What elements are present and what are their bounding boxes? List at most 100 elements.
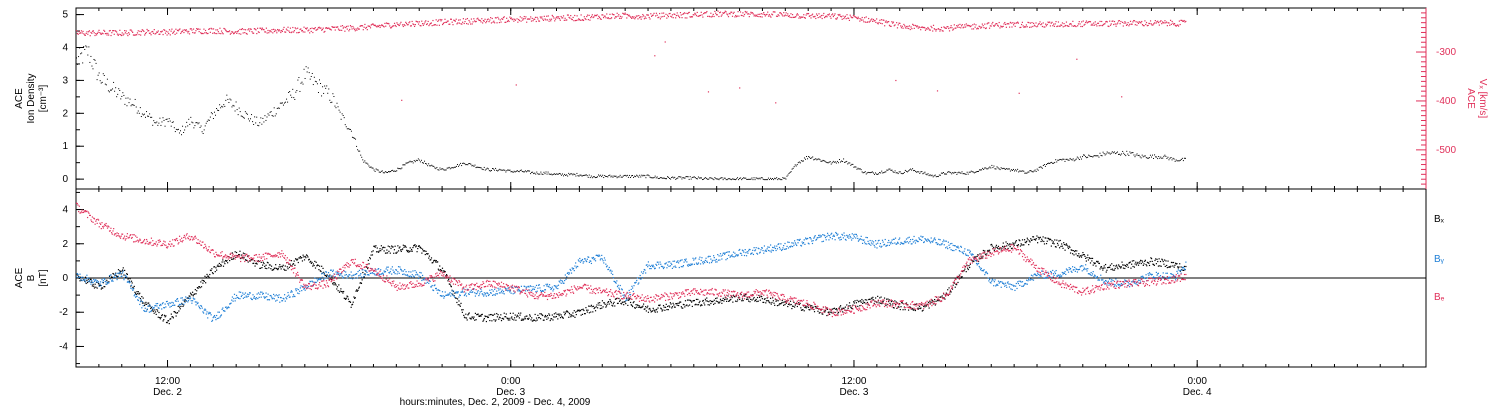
vx-point bbox=[417, 21, 419, 23]
Bx-point bbox=[759, 299, 761, 301]
Bx-point bbox=[569, 314, 571, 316]
Bx-point bbox=[1122, 267, 1125, 269]
Bx-point bbox=[1027, 239, 1029, 241]
Bx-point bbox=[1057, 244, 1059, 246]
vx-point bbox=[638, 17, 641, 19]
Bx-point bbox=[251, 259, 253, 261]
Bx-point bbox=[875, 297, 877, 299]
By-point bbox=[386, 266, 388, 268]
Bx-point bbox=[1093, 262, 1095, 264]
Bx-point bbox=[877, 295, 879, 297]
By-point bbox=[187, 301, 189, 303]
vx-point bbox=[705, 12, 707, 14]
density-point bbox=[521, 170, 523, 172]
density-point bbox=[617, 176, 619, 178]
vx-point bbox=[820, 14, 822, 17]
vx-point bbox=[481, 18, 483, 20]
By-point bbox=[167, 303, 169, 305]
vx-point bbox=[686, 17, 688, 19]
Bx-point bbox=[178, 310, 180, 312]
density-point bbox=[726, 179, 728, 181]
vx-point bbox=[317, 28, 319, 30]
vx-point bbox=[329, 28, 331, 30]
density-point bbox=[1084, 154, 1086, 156]
vx-point bbox=[798, 17, 800, 19]
vx-point bbox=[559, 19, 561, 21]
vx-point bbox=[1045, 23, 1047, 25]
density-point bbox=[621, 176, 623, 178]
vx-point bbox=[544, 18, 546, 20]
Bx-point bbox=[811, 307, 814, 309]
density-point bbox=[1068, 159, 1070, 161]
density-point bbox=[718, 179, 720, 181]
vx-point bbox=[668, 13, 670, 15]
Bx-point bbox=[1021, 239, 1024, 241]
Bx-point bbox=[192, 291, 194, 293]
vx-point bbox=[1037, 25, 1039, 27]
vx-point bbox=[976, 28, 978, 30]
Bx-point bbox=[214, 271, 216, 273]
Bx-point bbox=[257, 260, 260, 262]
density-point bbox=[914, 169, 916, 171]
Bx-point bbox=[929, 301, 931, 303]
density-point bbox=[708, 178, 710, 180]
density-point bbox=[755, 177, 757, 179]
vx-point bbox=[565, 19, 567, 21]
density-point bbox=[1176, 160, 1178, 162]
vx-point bbox=[944, 27, 947, 29]
density-point bbox=[1018, 171, 1020, 173]
vx-point bbox=[872, 18, 875, 21]
Bx-point bbox=[634, 307, 636, 309]
vx-point bbox=[337, 28, 340, 30]
Bx-point bbox=[637, 304, 639, 307]
Bx-point bbox=[1061, 243, 1063, 245]
vx-point bbox=[240, 28, 243, 31]
Bx-point bbox=[298, 257, 300, 259]
Bx-point bbox=[88, 280, 90, 283]
vx-point bbox=[693, 14, 695, 16]
By-point bbox=[113, 276, 115, 278]
density-point bbox=[512, 171, 514, 173]
By-point bbox=[97, 281, 100, 283]
vx-point bbox=[205, 32, 207, 34]
Bx-point bbox=[508, 317, 510, 319]
Bx-point bbox=[667, 305, 669, 308]
By-point bbox=[166, 300, 168, 303]
Bx-point bbox=[719, 301, 721, 303]
density-point bbox=[775, 178, 777, 180]
density-point bbox=[587, 176, 589, 178]
density-point bbox=[489, 170, 491, 172]
Bx-point bbox=[661, 310, 663, 312]
density-point bbox=[184, 129, 186, 131]
density-point bbox=[725, 179, 727, 181]
Bx-point bbox=[921, 310, 923, 312]
Bx-point bbox=[770, 303, 772, 305]
Bx-point bbox=[614, 305, 616, 307]
vx-point bbox=[730, 11, 732, 13]
Bx-point bbox=[478, 315, 480, 317]
vx-point bbox=[868, 17, 870, 20]
By-point bbox=[292, 296, 294, 298]
density-point bbox=[434, 167, 436, 169]
density-point bbox=[585, 174, 587, 176]
Bx-point bbox=[357, 289, 359, 291]
By-point bbox=[292, 294, 295, 296]
Bx-point bbox=[207, 275, 209, 277]
Bx-point bbox=[651, 310, 653, 312]
Bx-point bbox=[497, 314, 499, 316]
Bx-point bbox=[728, 300, 730, 302]
vx-point bbox=[881, 23, 883, 25]
Bx-point bbox=[709, 300, 711, 302]
vx-point bbox=[598, 16, 601, 19]
density-point bbox=[394, 170, 396, 172]
density-point bbox=[732, 178, 734, 180]
density-point bbox=[999, 169, 1001, 171]
By-point bbox=[137, 299, 139, 302]
By-point bbox=[176, 298, 179, 300]
vx-point bbox=[1091, 23, 1093, 25]
vx-point bbox=[475, 20, 477, 23]
Bx-point bbox=[226, 260, 228, 262]
By-point bbox=[310, 285, 312, 287]
Bx-point bbox=[264, 267, 266, 269]
Bx-point bbox=[77, 274, 79, 276]
